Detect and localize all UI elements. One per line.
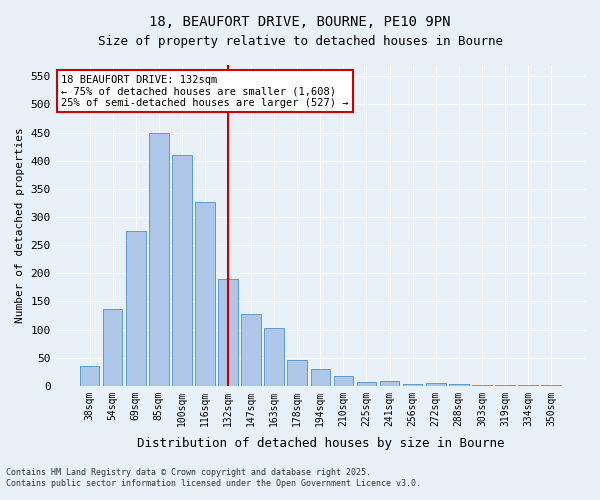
Bar (149, 132, 169, 386)
Bar (126, 231, 146, 386)
Y-axis label: Number of detached properties: Number of detached properties (15, 128, 25, 324)
Bar (518, 385, 538, 386)
Bar (218, 279, 238, 386)
Bar (472, 384, 492, 386)
Bar (103, 308, 122, 386)
Bar (311, 369, 330, 386)
Text: Size of property relative to detached houses in Bourne: Size of property relative to detached ho… (97, 35, 503, 48)
Bar (195, 202, 215, 386)
Bar (449, 384, 469, 386)
Bar (287, 360, 307, 386)
Text: 18 BEAUFORT DRIVE: 132sqm
← 75% of detached houses are smaller (1,608)
25% of se: 18 BEAUFORT DRIVE: 132sqm ← 75% of detac… (61, 74, 349, 108)
Bar (356, 382, 376, 386)
Bar (80, 366, 100, 386)
Bar (380, 382, 400, 386)
X-axis label: Distribution of detached houses by size in Bourne: Distribution of detached houses by size … (137, 437, 504, 450)
Bar (426, 383, 446, 386)
Bar (495, 384, 515, 386)
Bar (241, 314, 261, 386)
Bar (265, 328, 284, 386)
Bar (403, 384, 422, 386)
Text: 18, BEAUFORT DRIVE, BOURNE, PE10 9PN: 18, BEAUFORT DRIVE, BOURNE, PE10 9PN (149, 15, 451, 29)
Bar (541, 384, 561, 386)
Bar (172, 155, 191, 386)
Text: Contains HM Land Registry data © Crown copyright and database right 2025.
Contai: Contains HM Land Registry data © Crown c… (6, 468, 421, 487)
Bar (334, 376, 353, 386)
